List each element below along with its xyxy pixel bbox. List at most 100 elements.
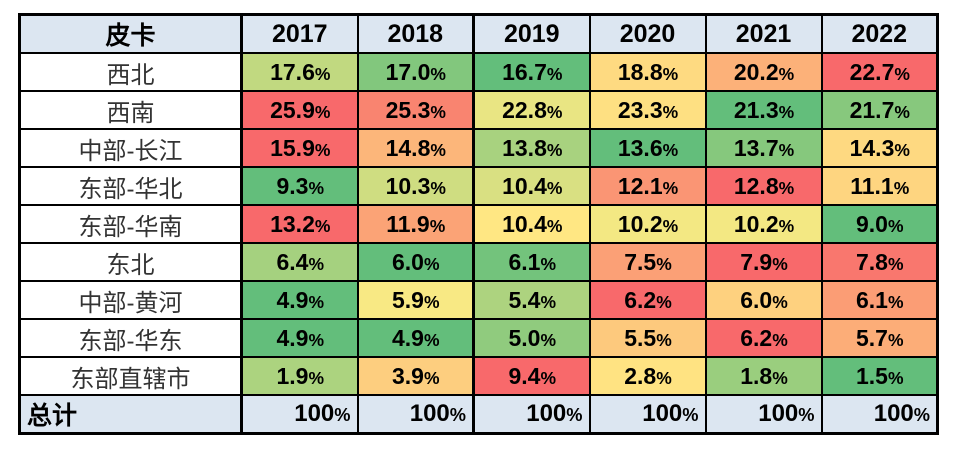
value-cell: 7.5%	[588, 242, 707, 282]
value-cell: 3.9%	[356, 356, 475, 396]
percent-sign: %	[334, 404, 350, 425]
value-cell: 5.7%	[820, 318, 939, 358]
year-header-cell: 2021	[704, 13, 823, 54]
value-cell: 2.8%	[588, 356, 707, 396]
percent-sign: %	[662, 215, 679, 236]
pickup-regional-share-table: 皮卡 2017 2018 2019 2020 2021 2022 西北 17.6% 17.0%…	[18, 13, 939, 435]
total-label-cell: 总计	[18, 394, 243, 435]
percent-sign: %	[308, 291, 324, 312]
total-value-cell: 100%	[588, 394, 707, 435]
percent-sign: %	[772, 253, 788, 274]
table-row: 东部-华东 4.9% 4.9% 5.0% 5.5% 6.2% 5.7%	[18, 318, 939, 358]
percent-sign: %	[308, 253, 324, 274]
total-row: 总计 100% 100% 100% 100% 100% 100%	[18, 394, 939, 435]
year-header-cell: 2022	[820, 13, 939, 54]
value-cell: 1.5%	[820, 356, 939, 396]
value-cell: 10.3%	[356, 166, 475, 206]
value-cell: 6.2%	[588, 280, 707, 320]
value-cell: 14.8%	[356, 128, 475, 168]
value-cell: 1.8%	[704, 356, 823, 396]
percent-sign: %	[778, 177, 795, 198]
region-cell: 中部-黄河	[18, 280, 243, 320]
percent-sign: %	[540, 329, 556, 350]
year-header-cell: 2020	[588, 13, 707, 54]
percent-sign: %	[540, 367, 556, 388]
value-cell: 5.4%	[472, 280, 591, 320]
total-value-cell: 100%	[704, 394, 823, 435]
value-cell: 7.9%	[704, 242, 823, 282]
percent-sign: %	[314, 63, 331, 84]
percent-sign: %	[894, 101, 910, 122]
percent-sign: %	[778, 139, 795, 160]
value-cell: 6.0%	[356, 242, 475, 282]
percent-sign: %	[772, 291, 788, 312]
value-cell: 15.9%	[240, 128, 359, 168]
table-row: 东部-华南 13.2% 11.9% 10.4% 10.2% 10.2% 9.0%	[18, 204, 939, 244]
percent-sign: %	[662, 101, 679, 122]
year-header-cell: 2018	[356, 13, 475, 54]
percent-sign: %	[887, 291, 904, 312]
table-body: 西北 17.6% 17.0% 16.7% 18.8% 20.2% 22.7% 西南 25.9% 2…	[18, 52, 939, 396]
percent-sign: %	[423, 253, 440, 274]
header-row: 皮卡 2017 2018 2019 2020 2021 2022	[18, 13, 939, 54]
percent-sign: %	[314, 139, 331, 160]
table-row: 中部-长江 15.9% 14.8% 13.8% 13.6% 13.7% 14.3%	[18, 128, 939, 168]
value-cell: 13.6%	[588, 128, 707, 168]
value-cell: 6.0%	[704, 280, 823, 320]
percent-sign: %	[656, 253, 672, 274]
value-cell: 10.2%	[704, 204, 823, 244]
region-cell: 东部直辖市	[18, 356, 243, 396]
percent-sign: %	[423, 367, 440, 388]
percent-sign: %	[430, 63, 446, 84]
table-row: 东北 6.4% 6.0% 6.1% 7.5% 7.9% 7.8%	[18, 242, 939, 282]
value-cell: 23.3%	[588, 90, 707, 130]
value-cell: 22.8%	[472, 90, 591, 130]
percent-sign: %	[423, 291, 440, 312]
percent-sign: %	[656, 291, 672, 312]
value-cell: 12.8%	[704, 166, 823, 206]
percent-sign: %	[429, 215, 446, 236]
value-cell: 4.9%	[356, 318, 475, 358]
table-row: 东部-华北 9.3% 10.3% 10.4% 12.1% 12.8% 11.1%	[18, 166, 939, 206]
value-cell: 25.9%	[240, 90, 359, 130]
region-cell: 中部-长江	[18, 128, 243, 168]
percent-sign: %	[887, 367, 904, 388]
table-row: 西南 25.9% 25.3% 22.8% 23.3% 21.3% 21.7%	[18, 90, 939, 130]
total-value-cell: 100%	[472, 394, 591, 435]
percent-sign: %	[430, 139, 446, 160]
percent-sign: %	[566, 404, 582, 425]
value-cell: 1.9%	[240, 356, 359, 396]
percent-sign: %	[314, 101, 331, 122]
value-cell: 10.4%	[472, 204, 591, 244]
percent-sign: %	[546, 139, 563, 160]
percent-sign: %	[887, 215, 904, 236]
region-cell: 东北	[18, 242, 243, 282]
year-header-cell: 2019	[472, 13, 591, 54]
value-cell: 5.0%	[472, 318, 591, 358]
percent-sign: %	[449, 404, 466, 425]
value-cell: 6.4%	[240, 242, 359, 282]
value-cell: 13.2%	[240, 204, 359, 244]
percent-sign: %	[546, 63, 563, 84]
region-cell: 西北	[18, 52, 243, 92]
table-row: 中部-黄河 4.9% 5.9% 5.4% 6.2% 6.0% 6.1%	[18, 280, 939, 320]
value-cell: 25.3%	[356, 90, 475, 130]
year-header-cell: 2017	[240, 13, 359, 54]
percent-sign: %	[546, 215, 563, 236]
percent-sign: %	[894, 139, 910, 160]
region-cell: 东部-华北	[18, 166, 243, 206]
percent-sign: %	[430, 177, 446, 198]
percent-sign: %	[423, 329, 440, 350]
percent-sign: %	[656, 329, 672, 350]
region-cell: 东部-华南	[18, 204, 243, 244]
total-value-cell: 100%	[356, 394, 475, 435]
value-cell: 21.3%	[704, 90, 823, 130]
value-cell: 20.2%	[704, 52, 823, 92]
value-cell: 7.8%	[820, 242, 939, 282]
percent-sign: %	[798, 404, 814, 425]
value-cell: 5.5%	[588, 318, 707, 358]
percent-sign: %	[308, 177, 324, 198]
region-cell: 东部-华东	[18, 318, 243, 358]
